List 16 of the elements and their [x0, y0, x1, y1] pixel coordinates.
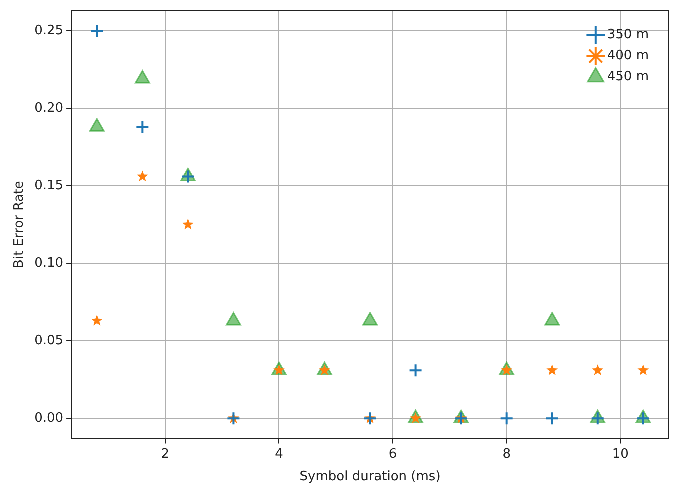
x-axis-title: Symbol duration (ms) [300, 470, 441, 485]
y-tick-label: 0.10 [34, 256, 64, 271]
y-tick-label: 0.00 [34, 411, 64, 426]
x-tick-label: 8 [502, 446, 511, 462]
legend-label: 350 m [607, 28, 649, 43]
x-tick-label: 10 [612, 446, 629, 462]
y-tick-label: 0.20 [34, 100, 64, 116]
legend-label: 400 m [607, 48, 649, 64]
x-tick-label: 6 [388, 446, 398, 462]
y-tick-label: 0.15 [34, 178, 64, 194]
x-tick-label: 4 [275, 446, 284, 462]
x-tick-label: 2 [161, 446, 170, 462]
y-axis-title: Bit Error Rate [12, 181, 28, 268]
y-tick-label: 0.25 [34, 23, 64, 38]
y-tick-label: 0.05 [34, 333, 64, 348]
legend-label: 450 m [607, 70, 649, 85]
